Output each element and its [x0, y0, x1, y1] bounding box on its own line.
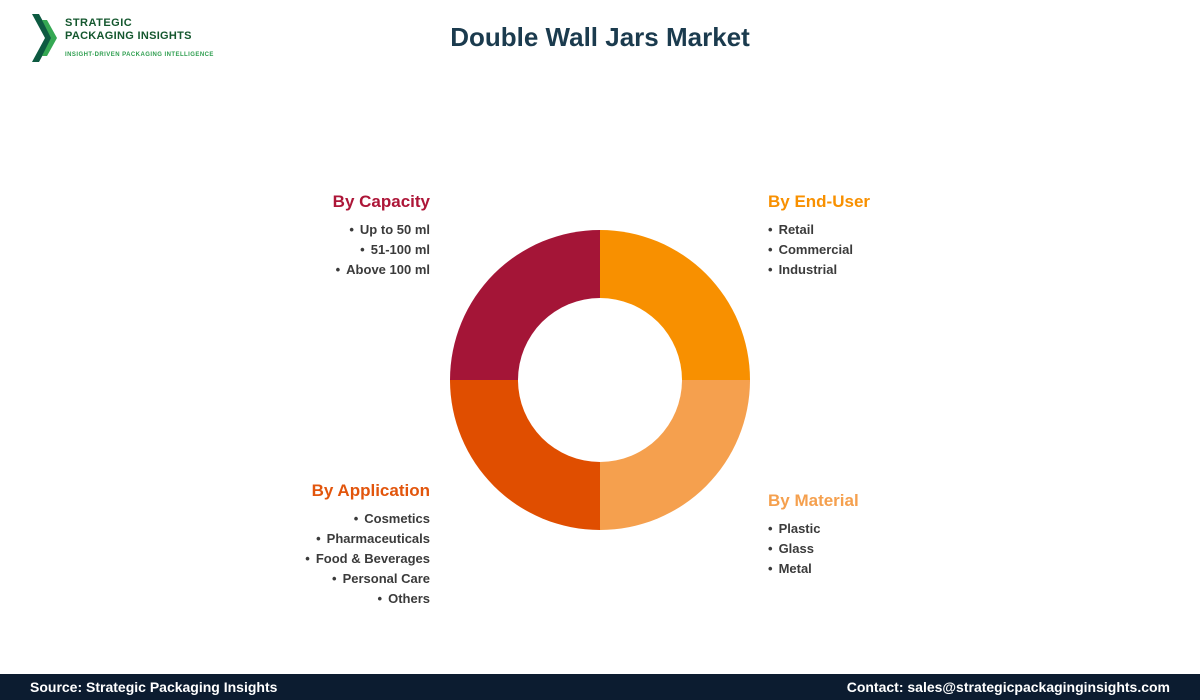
category-block-capacity: By Capacity Up to 50 ml 51-100 ml Above …: [333, 192, 430, 280]
category-block-material: By Material Plastic Glass Metal: [768, 491, 859, 579]
category-title-capacity: By Capacity: [332, 192, 430, 211]
category-block-end-user: By End-User Retail Commercial Industrial: [768, 192, 870, 280]
logo-arrow-icon: [32, 14, 57, 62]
list-item: Cosmetics: [305, 509, 430, 529]
list-item: Metal: [768, 559, 859, 579]
donut-chart: [450, 230, 750, 530]
list-item: Food & Beverages: [305, 549, 430, 569]
footer-source: Source: Strategic Packaging Insights: [30, 679, 278, 695]
list-item: Commercial: [768, 240, 870, 260]
donut-hole: [518, 298, 682, 462]
list-item: Pharmaceuticals: [305, 529, 430, 549]
list-item: 51-100 ml: [333, 240, 430, 260]
logo-name-line1: STRATEGIC: [65, 17, 133, 29]
footer-bar: Source: Strategic Packaging Insights Con…: [0, 674, 1200, 700]
list-item: Industrial: [768, 260, 870, 280]
footer-contact: Contact: sales@strategicpackaginginsight…: [846, 679, 1170, 695]
list-item: Up to 50 ml: [333, 220, 430, 240]
page-title: Double Wall Jars Market: [450, 22, 750, 52]
company-logo: STRATEGIC PACKAGING INSIGHTS INSIGHT-DRI…: [30, 12, 214, 64]
list-item: Others: [305, 589, 430, 609]
logo-name-line2: PACKAGING INSIGHTS: [65, 30, 192, 42]
category-title-application: By Application: [311, 481, 430, 500]
logo-text: STRATEGIC PACKAGING INSIGHTS INSIGHT-DRI…: [65, 12, 214, 58]
list-item: Above 100 ml: [333, 260, 430, 280]
category-block-application: By Application Cosmetics Pharmaceuticals…: [305, 481, 430, 609]
list-item: Retail: [768, 220, 870, 240]
list-item: Glass: [768, 539, 859, 559]
list-item: Plastic: [768, 519, 859, 539]
list-item: Personal Care: [305, 569, 430, 589]
category-title-end-user: By End-User: [768, 192, 871, 211]
category-title-material: By Material: [768, 491, 859, 510]
logo-tagline: INSIGHT-DRIVEN PACKAGING INTELLIGENCE: [65, 52, 214, 58]
